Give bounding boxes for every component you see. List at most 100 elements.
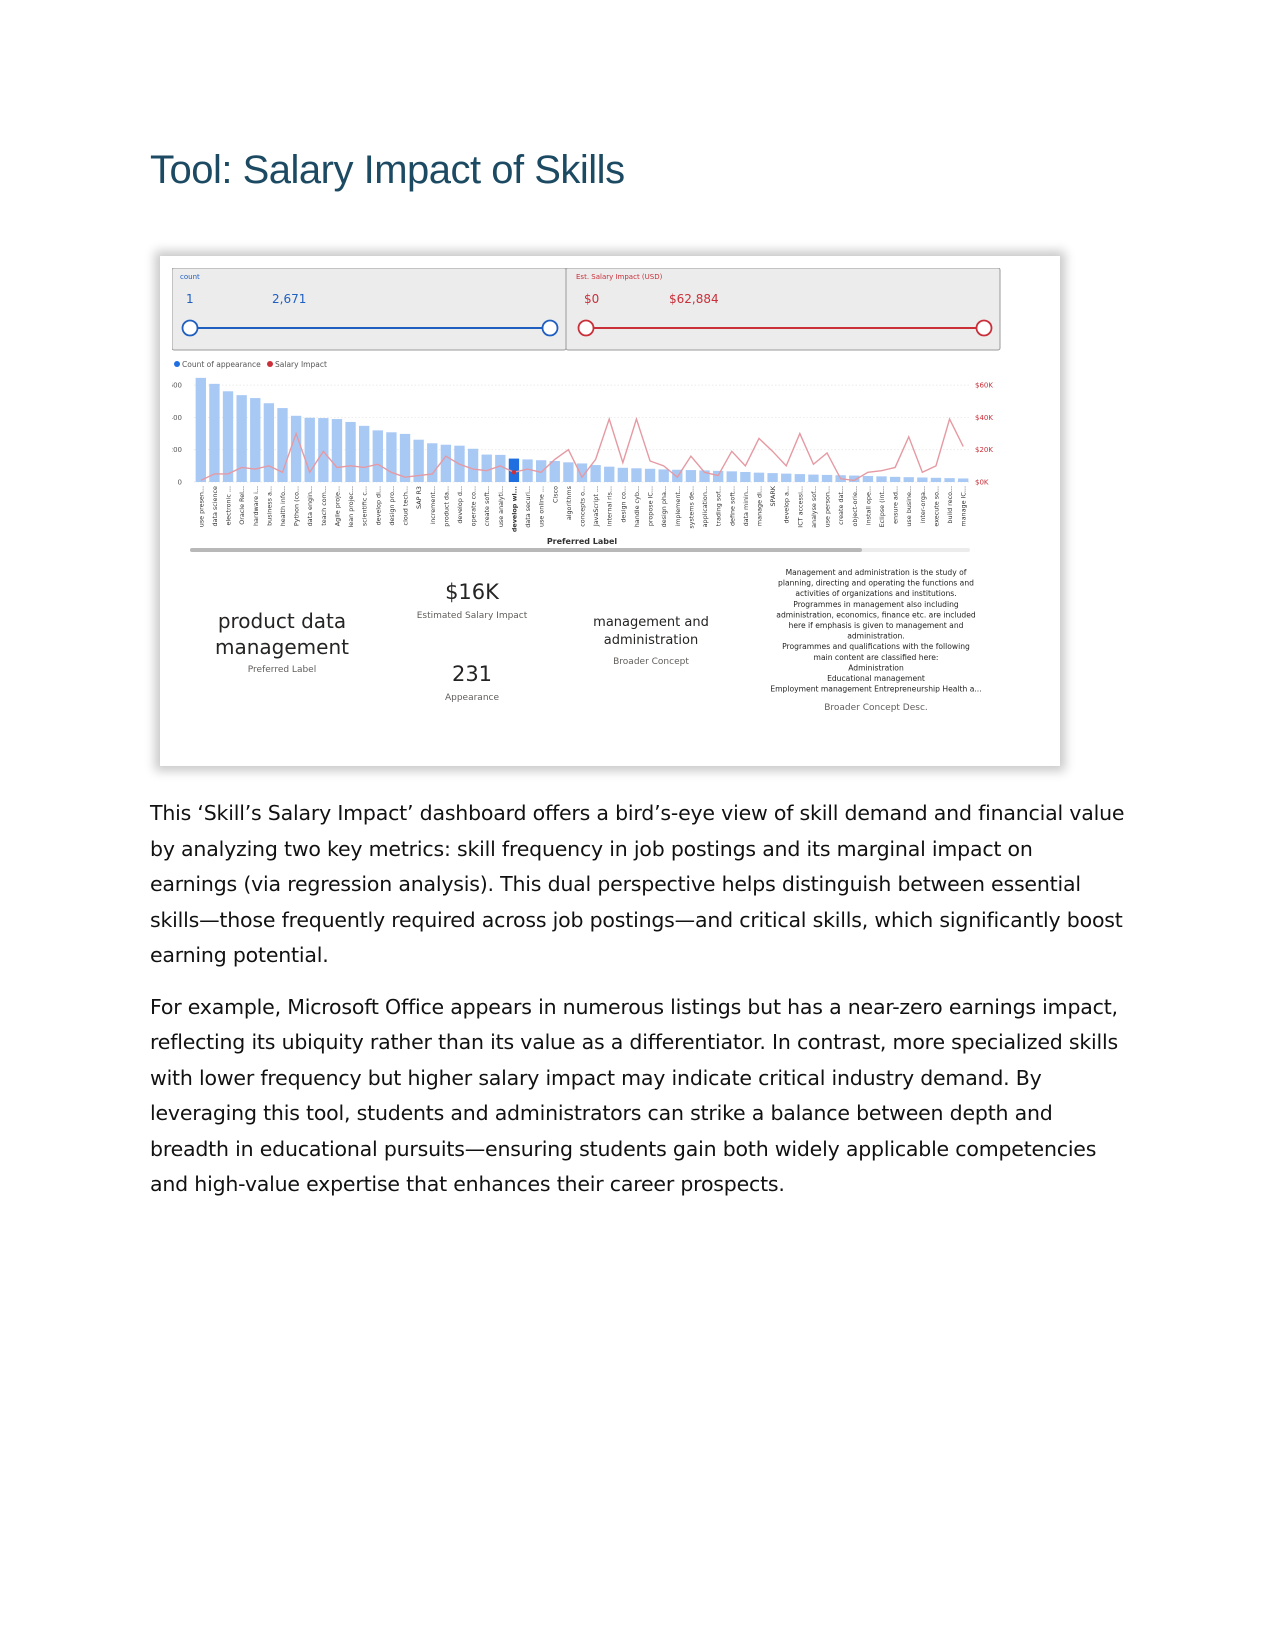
bar[interactable] bbox=[222, 391, 234, 482]
paragraph-2: For example, Microsoft Office appears in… bbox=[150, 994, 1119, 1197]
bar[interactable] bbox=[563, 462, 574, 482]
bar[interactable] bbox=[304, 417, 315, 482]
bar[interactable] bbox=[399, 433, 411, 482]
category-label: Python (co... bbox=[293, 486, 301, 526]
description-line: Management and administration is the stu… bbox=[786, 568, 967, 577]
bar[interactable] bbox=[522, 459, 533, 482]
bar[interactable] bbox=[672, 469, 683, 482]
category-label: inter-orga... bbox=[919, 486, 927, 523]
category-label: use busine... bbox=[905, 486, 913, 527]
bar[interactable] bbox=[617, 467, 629, 482]
bar[interactable] bbox=[236, 395, 247, 482]
count-slider[interactable]: count 1 2,671 bbox=[172, 268, 567, 351]
category-label: algorithms bbox=[565, 485, 573, 520]
bar[interactable] bbox=[781, 473, 792, 482]
category-label: define soft... bbox=[728, 486, 736, 526]
description-line: main content are classified here: bbox=[814, 653, 939, 662]
category-label: design co... bbox=[619, 486, 627, 523]
count-slider-label: count bbox=[180, 273, 200, 281]
bar[interactable] bbox=[958, 478, 969, 482]
bar[interactable] bbox=[549, 461, 560, 482]
bar[interactable] bbox=[277, 408, 288, 482]
bar[interactable] bbox=[495, 454, 506, 482]
count-slider-min-handle[interactable] bbox=[181, 319, 199, 337]
category-label: execute so... bbox=[932, 486, 940, 527]
bar[interactable] bbox=[808, 474, 819, 482]
bar[interactable] bbox=[944, 478, 955, 482]
bar[interactable] bbox=[685, 470, 697, 482]
bar[interactable] bbox=[767, 473, 778, 482]
bar[interactable] bbox=[794, 474, 805, 482]
appearance-caption: Appearance bbox=[445, 693, 500, 703]
bar[interactable] bbox=[386, 432, 397, 482]
count-slider-max-value[interactable]: 2,671 bbox=[272, 292, 306, 306]
bar[interactable] bbox=[821, 474, 833, 482]
bar[interactable] bbox=[903, 477, 914, 482]
category-label: use online ... bbox=[538, 486, 546, 527]
legend-salary-marker bbox=[267, 361, 273, 367]
bar[interactable] bbox=[331, 419, 343, 482]
description-line: Educational management bbox=[827, 674, 925, 683]
bar[interactable] bbox=[195, 377, 206, 482]
bar[interactable] bbox=[359, 425, 370, 482]
count-bars[interactable] bbox=[195, 377, 969, 482]
description-line: Programmes and qualifications with the f… bbox=[782, 642, 970, 651]
salary-slider-max-value[interactable]: $62,884 bbox=[669, 292, 719, 306]
bar[interactable] bbox=[712, 470, 724, 482]
category-label: ensure ad... bbox=[892, 486, 900, 524]
bar[interactable] bbox=[644, 468, 656, 482]
bar[interactable] bbox=[604, 466, 615, 482]
bar[interactable] bbox=[658, 469, 669, 482]
scrollbar-thumb[interactable] bbox=[190, 548, 862, 552]
right-tick-label: $0K bbox=[975, 479, 989, 487]
count-slider-max-handle[interactable] bbox=[541, 319, 559, 337]
bar[interactable] bbox=[849, 475, 860, 482]
card-skill: product data management Preferred Label bbox=[215, 609, 349, 675]
concept-caption: Broader Concept bbox=[613, 657, 689, 667]
bar[interactable] bbox=[590, 465, 601, 482]
count-slider-min-value[interactable]: 1 bbox=[186, 292, 194, 306]
bar[interactable] bbox=[209, 383, 220, 482]
bar[interactable] bbox=[372, 430, 383, 482]
category-label: data securi... bbox=[524, 486, 532, 528]
bar[interactable] bbox=[318, 418, 329, 482]
bar[interactable] bbox=[481, 454, 492, 482]
bar[interactable] bbox=[576, 463, 588, 482]
right-tick-label: $40K bbox=[975, 414, 993, 422]
category-label: scientific c... bbox=[361, 486, 369, 526]
bar[interactable] bbox=[862, 476, 874, 482]
legend: Count of appearance Salary Impact bbox=[174, 360, 327, 369]
salary-slider[interactable]: Est. Salary Impact (USD) $0 $62,884 bbox=[565, 268, 1001, 351]
bar[interactable] bbox=[535, 460, 547, 482]
card-salary: $16K Estimated Salary Impact bbox=[417, 580, 528, 621]
category-label: object-orie... bbox=[851, 486, 859, 526]
bar[interactable] bbox=[263, 403, 275, 482]
bar[interactable] bbox=[876, 476, 887, 482]
bar[interactable] bbox=[631, 468, 642, 482]
category-label: SAP R3 bbox=[415, 486, 423, 509]
bar[interactable] bbox=[427, 443, 438, 482]
bar[interactable] bbox=[440, 444, 452, 482]
bar[interactable] bbox=[917, 477, 928, 482]
category-label: build reco... bbox=[946, 486, 954, 524]
chart-scrollbar[interactable] bbox=[190, 548, 970, 552]
bar[interactable] bbox=[467, 448, 479, 482]
bar[interactable] bbox=[345, 421, 356, 482]
left-tick-label: 200 bbox=[172, 446, 182, 454]
bar[interactable] bbox=[930, 477, 942, 482]
bar[interactable] bbox=[726, 471, 737, 482]
bar[interactable] bbox=[889, 476, 901, 482]
bar[interactable] bbox=[250, 398, 261, 482]
dashboard-canvas: count 1 2,671 Est. Salary Impact (USD) $… bbox=[172, 268, 1001, 713]
bar[interactable] bbox=[740, 471, 751, 482]
bar[interactable] bbox=[699, 470, 710, 482]
salary-slider-max-handle[interactable] bbox=[975, 319, 993, 337]
category-label: use presen... bbox=[197, 486, 205, 527]
category-label: teach com... bbox=[320, 486, 328, 526]
bar[interactable] bbox=[413, 439, 424, 482]
category-label: implement... bbox=[674, 486, 682, 527]
bar[interactable] bbox=[753, 472, 765, 482]
salary-slider-min-handle[interactable] bbox=[577, 319, 595, 337]
bar[interactable] bbox=[290, 415, 302, 482]
salary-slider-min-value[interactable]: $0 bbox=[584, 292, 599, 306]
